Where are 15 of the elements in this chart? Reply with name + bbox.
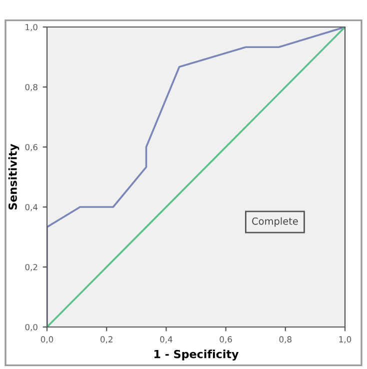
y-tick-label: 0,4 — [25, 204, 38, 212]
y-tick-label: 0,0 — [25, 324, 38, 332]
y-axis-title: Sensitivity — [8, 144, 20, 210]
y-tick-label: 0,8 — [25, 84, 38, 92]
x-tick-label: 0,6 — [220, 336, 232, 344]
annotation: Complete — [252, 217, 298, 227]
x-tick-label: 0,0 — [40, 336, 54, 344]
x-axis-title: 1 - Specificity — [154, 350, 239, 360]
x-tick-label: 0,8 — [279, 336, 292, 344]
y-tick-label: 0,2 — [25, 264, 38, 272]
x-tick-label: 1,0 — [339, 336, 352, 344]
y-tick-label: 1,0 — [26, 24, 38, 32]
y-tick-label: 0,6 — [25, 144, 38, 152]
x-tick-label: 0,4 — [160, 336, 172, 344]
x-tick-label: 0,2 — [100, 336, 112, 344]
